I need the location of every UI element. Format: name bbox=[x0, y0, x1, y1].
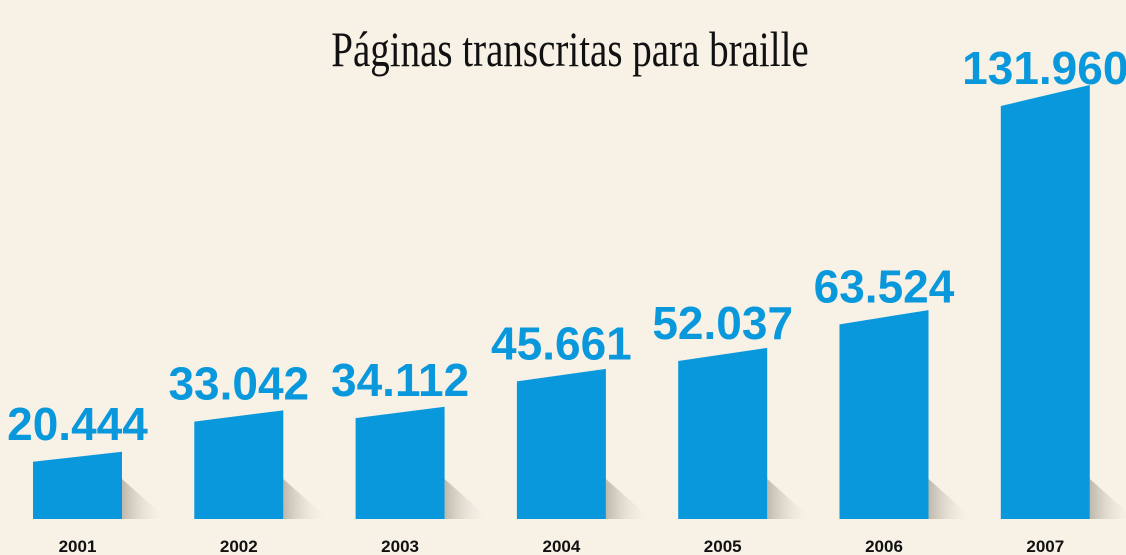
bar-shadow bbox=[928, 479, 974, 519]
bar-shadow bbox=[1089, 479, 1126, 519]
x-tick-label: 2005 bbox=[704, 537, 742, 555]
bar bbox=[33, 451, 122, 519]
bar bbox=[839, 310, 929, 519]
value-label: 34.112 bbox=[331, 354, 469, 406]
x-tick-label: 2002 bbox=[220, 537, 258, 555]
bar bbox=[355, 406, 445, 519]
bar bbox=[1000, 85, 1090, 519]
value-label: 33.042 bbox=[168, 358, 309, 410]
value-label: 45.661 bbox=[491, 317, 632, 369]
bar bbox=[678, 347, 768, 519]
x-tick-label: 2006 bbox=[865, 537, 903, 555]
value-label: 20.444 bbox=[7, 398, 148, 450]
bar-shadow bbox=[444, 479, 490, 519]
value-label: 131.960 bbox=[962, 42, 1126, 94]
x-tick-label: 2007 bbox=[1026, 537, 1064, 555]
bar-shadow bbox=[283, 479, 329, 519]
bar bbox=[516, 368, 606, 519]
value-label: 63.524 bbox=[814, 260, 955, 312]
chart-title: Páginas transcritas para braille bbox=[331, 21, 808, 77]
x-tick-label: 2001 bbox=[59, 537, 97, 555]
bar-shadow bbox=[122, 479, 167, 519]
bar-shadow bbox=[767, 479, 813, 519]
bar-shadow bbox=[605, 479, 651, 519]
value-label: 52.037 bbox=[652, 297, 793, 349]
x-tick-label: 2004 bbox=[542, 537, 580, 555]
bar bbox=[194, 410, 284, 519]
x-tick-label: 2003 bbox=[381, 537, 419, 555]
